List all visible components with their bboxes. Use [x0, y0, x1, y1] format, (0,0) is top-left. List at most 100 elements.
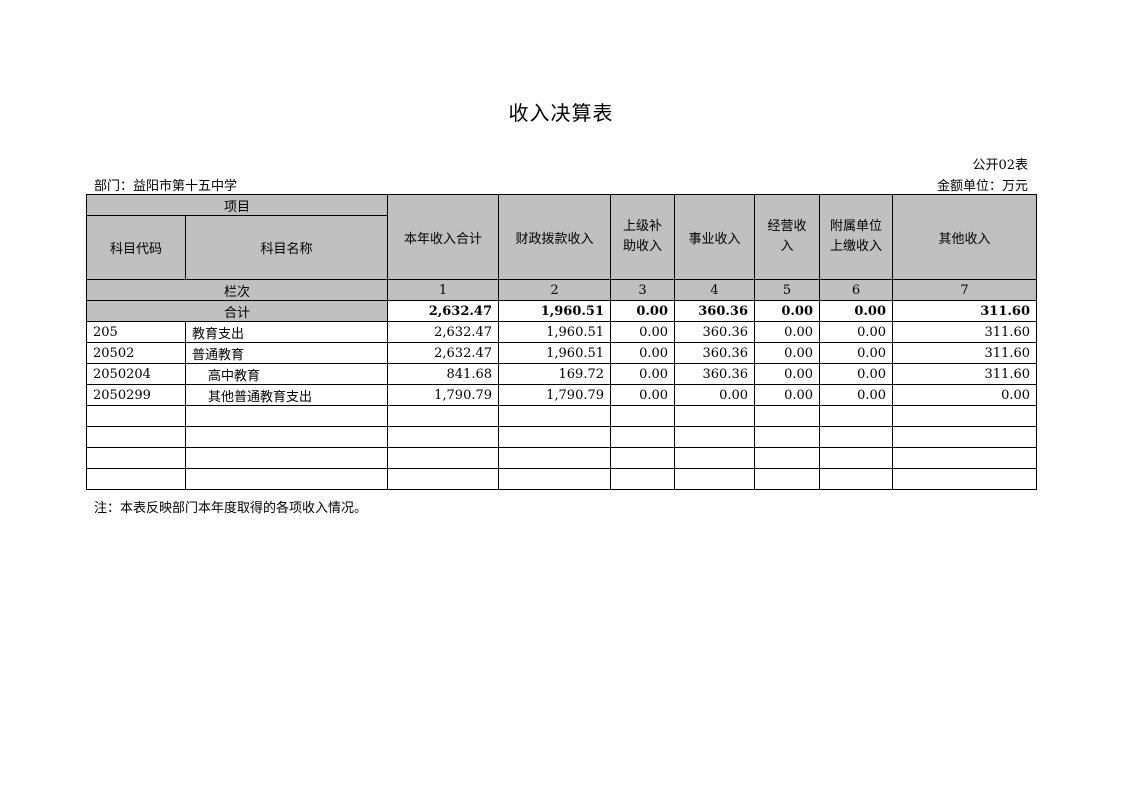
table-row: 2050299 其他普通教育支出 1,790.79 1,790.79 0.00 0.00 0… [86, 384, 1038, 406]
empty-cell [184, 405, 389, 427]
empty-cell [892, 426, 1038, 448]
table-row: 205 教育支出 2,632.47 1,960.51 0.00 360.36 0.00 0.0… [86, 321, 1038, 343]
empty-cell [819, 426, 894, 448]
empty-row [86, 447, 1038, 469]
amount-cell: 2,632.47 [387, 321, 500, 343]
empty-cell [86, 405, 186, 427]
total-value: 360.36 [674, 300, 756, 322]
empty-row [86, 468, 1038, 490]
income-table: 项目 本年收入合计 财政拨款收入 上级补助收入 事业收入 经营收入 附属单位上缴… [85, 194, 1038, 490]
amount-cell: 1,790.79 [498, 384, 612, 406]
empty-cell [754, 447, 821, 469]
empty-cell [754, 426, 821, 448]
empty-cell [387, 447, 500, 469]
amount-cell: 169.72 [498, 363, 612, 385]
header-col-3: 上级补助收入 [610, 194, 676, 280]
empty-cell [498, 405, 612, 427]
amount-cell: 0.00 [819, 384, 894, 406]
amount-cell: 360.36 [674, 363, 756, 385]
empty-cell [674, 405, 756, 427]
header-code: 科目代码 [86, 215, 186, 280]
header-col-5: 经营收入 [754, 194, 821, 280]
empty-cell [754, 405, 821, 427]
amount-cell: 311.60 [892, 363, 1038, 385]
column-index-label: 栏次 [85, 279, 389, 301]
column-index: 4 [674, 279, 756, 301]
total-label: 合计 [85, 300, 389, 322]
department-label: 部门：益阳市第十五中学 [94, 179, 238, 194]
amount-cell: 1,790.79 [387, 384, 500, 406]
empty-cell [86, 447, 186, 469]
empty-cell [892, 405, 1038, 427]
amount-cell: 360.36 [674, 321, 756, 343]
table-row: 20502 普通教育 2,632.47 1,960.51 0.00 360.36 0.00 0… [86, 342, 1038, 364]
amount-cell: 0.00 [610, 384, 676, 406]
subject-name: 教育支出 [184, 321, 389, 343]
empty-cell [184, 447, 389, 469]
empty-cell [674, 447, 756, 469]
empty-cell [610, 468, 676, 490]
header-name: 科目名称 [184, 215, 389, 280]
subject-name: 其他普通教育支出 [184, 384, 389, 406]
amount-cell: 2,632.47 [387, 342, 500, 364]
table-note: 注：本表反映部门本年度取得的各项收入情况。 [94, 501, 368, 516]
amount-cell: 0.00 [819, 321, 894, 343]
amount-cell: 0.00 [819, 363, 894, 385]
amount-cell: 0.00 [754, 384, 821, 406]
empty-cell [184, 468, 389, 490]
total-value: 1,960.51 [498, 300, 612, 322]
empty-cell [610, 426, 676, 448]
amount-cell: 0.00 [754, 363, 821, 385]
empty-cell [86, 426, 186, 448]
amount-cell: 0.00 [610, 321, 676, 343]
column-index: 6 [819, 279, 894, 301]
empty-row [86, 405, 1038, 427]
table-row: 2050204 高中教育 841.68 169.72 0.00 360.36 0.00 0.0… [86, 363, 1038, 385]
total-row: 合计 2,632.47 1,960.51 0.00 360.36 0.00 0.… [85, 300, 1038, 322]
column-index: 5 [754, 279, 821, 301]
empty-cell [184, 426, 389, 448]
empty-cell [86, 468, 186, 490]
amount-cell: 0.00 [819, 342, 894, 364]
total-value: 0.00 [819, 300, 894, 322]
empty-cell [892, 468, 1038, 490]
header-col-7: 其他收入 [892, 194, 1038, 280]
empty-cell [610, 405, 676, 427]
header-col-6: 附属单位上缴收入 [819, 194, 894, 280]
total-value: 311.60 [892, 300, 1038, 322]
amount-cell: 841.68 [387, 363, 500, 385]
amount-cell: 0.00 [892, 384, 1038, 406]
empty-cell [674, 426, 756, 448]
empty-cell [387, 426, 500, 448]
amount-cell: 311.60 [892, 342, 1038, 364]
empty-cell [892, 447, 1038, 469]
empty-cell [387, 468, 500, 490]
page-title: 收入决算表 [508, 101, 614, 125]
amount-cell: 311.60 [892, 321, 1038, 343]
amount-cell: 1,960.51 [498, 342, 612, 364]
header-col-2: 财政拨款收入 [498, 194, 612, 280]
empty-row [86, 426, 1038, 448]
amount-cell: 0.00 [610, 342, 676, 364]
header-col-4: 事业收入 [674, 194, 756, 280]
column-index: 7 [892, 279, 1038, 301]
total-value: 0.00 [610, 300, 676, 322]
column-index: 3 [610, 279, 676, 301]
unit-label: 金额单位：万元 [936, 179, 1028, 194]
subject-code: 2050204 [86, 363, 186, 385]
empty-cell [819, 405, 894, 427]
subject-name: 普通教育 [184, 342, 389, 364]
empty-cell [674, 468, 756, 490]
subject-name: 高中教育 [184, 363, 389, 385]
subject-code: 20502 [86, 342, 186, 364]
amount-cell: 0.00 [754, 342, 821, 364]
subject-code: 2050299 [86, 384, 186, 406]
empty-cell [387, 405, 500, 427]
total-value: 2,632.47 [387, 300, 500, 322]
empty-cell [819, 468, 894, 490]
total-value: 0.00 [754, 300, 821, 322]
column-index: 1 [387, 279, 500, 301]
empty-cell [610, 447, 676, 469]
empty-cell [498, 468, 612, 490]
form-number: 公开02表 [972, 158, 1028, 173]
